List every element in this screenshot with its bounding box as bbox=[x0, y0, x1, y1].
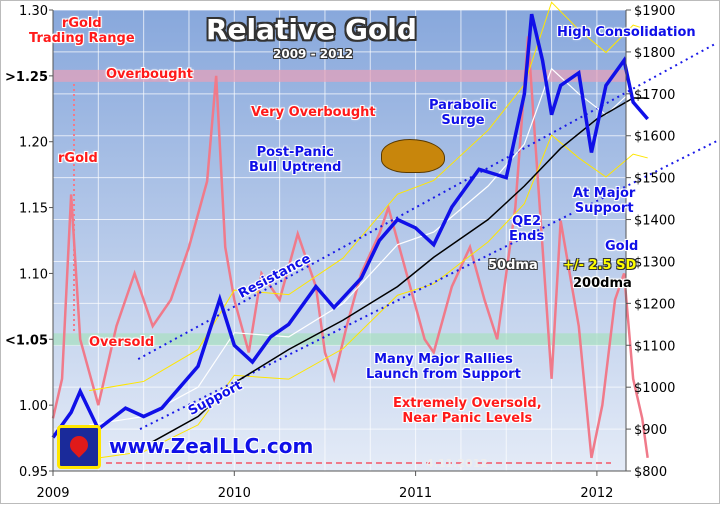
annotation-qe2: QE2 Ends bbox=[509, 214, 545, 244]
annotation-extremely-oversold: Extremely Oversold, Near Panic Levels bbox=[393, 396, 542, 426]
x-tick-label: 2012 bbox=[580, 486, 613, 501]
series-rgold-line bbox=[51, 36, 649, 459]
left-tick-label: 1.30 bbox=[19, 4, 48, 19]
legend-200dma: 200dma bbox=[573, 276, 632, 291]
left-tick-label: 1.10 bbox=[19, 267, 48, 282]
band-overbought bbox=[53, 69, 626, 82]
annotation-many-rallies: Many Major Rallies Launch from Support bbox=[366, 352, 521, 382]
right-tick-label: $800 bbox=[634, 465, 667, 480]
zeal-logo bbox=[57, 425, 101, 469]
left-tick-label: <1.05 bbox=[5, 333, 48, 348]
left-tick-label: 1.20 bbox=[19, 136, 48, 151]
right-tick-label: $1000 bbox=[634, 381, 675, 396]
annotation-high-consolidation: High Consolidation bbox=[557, 25, 696, 40]
website-label: www.ZealLLC.com bbox=[109, 434, 314, 458]
right-tick-label: $1600 bbox=[634, 130, 675, 145]
legend-gold: Gold bbox=[605, 239, 639, 254]
right-tick-label: $1100 bbox=[634, 339, 675, 354]
x-tick-label: 2011 bbox=[399, 486, 432, 501]
left-tick-label: 1.00 bbox=[19, 399, 48, 414]
annotation-parabolic: Parabolic Surge bbox=[429, 98, 497, 128]
annotation-date: 4.11.2012 bbox=[426, 457, 488, 470]
right-tick-label: $1400 bbox=[634, 214, 675, 229]
left-tick-label: 0.95 bbox=[19, 465, 48, 480]
series-lower-sd-band bbox=[89, 134, 648, 460]
right-tick-label: $1500 bbox=[634, 172, 675, 187]
right-tick-label: $1700 bbox=[634, 88, 675, 103]
right-tick-label: $1900 bbox=[634, 4, 675, 19]
left-tick-label: 1.15 bbox=[19, 202, 48, 217]
annotation-post-panic: Post-Panic Bull Uptrend bbox=[249, 145, 342, 175]
left-tick-label: >1.25 bbox=[5, 70, 48, 85]
legend-50dma: 50dma bbox=[488, 258, 538, 273]
band-oversold bbox=[53, 333, 626, 346]
x-tick-label: 2009 bbox=[36, 486, 69, 501]
series-50dma-line bbox=[89, 67, 648, 426]
annotation-overbought: Overbought bbox=[106, 67, 194, 82]
chart-subtitle: 2009 - 2012 bbox=[273, 47, 354, 61]
legend-sd-bands: +/- 2.5 SD bbox=[563, 258, 637, 273]
series-gold-line bbox=[51, 13, 649, 439]
channel-resistance-line bbox=[137, 42, 718, 360]
annotation-very-overbought: Very Overbought bbox=[251, 105, 376, 120]
right-tick-label: $1200 bbox=[634, 297, 675, 312]
bull-icon bbox=[381, 139, 445, 173]
annotation-oversold: Oversold bbox=[89, 335, 155, 350]
right-tick-label: $1800 bbox=[634, 46, 675, 61]
annotation-rgold: rGold bbox=[58, 151, 98, 166]
x-tick-label: 2010 bbox=[218, 486, 251, 501]
right-tick-label: $1300 bbox=[634, 255, 675, 270]
series-200dma-line bbox=[152, 97, 648, 443]
right-tick-label: $900 bbox=[634, 423, 667, 438]
chart-title: Relative Gold bbox=[206, 13, 417, 46]
annotation-at-major-support: At Major Support bbox=[573, 186, 636, 216]
annotation-rgold-range: rGold Trading Range bbox=[29, 16, 135, 46]
